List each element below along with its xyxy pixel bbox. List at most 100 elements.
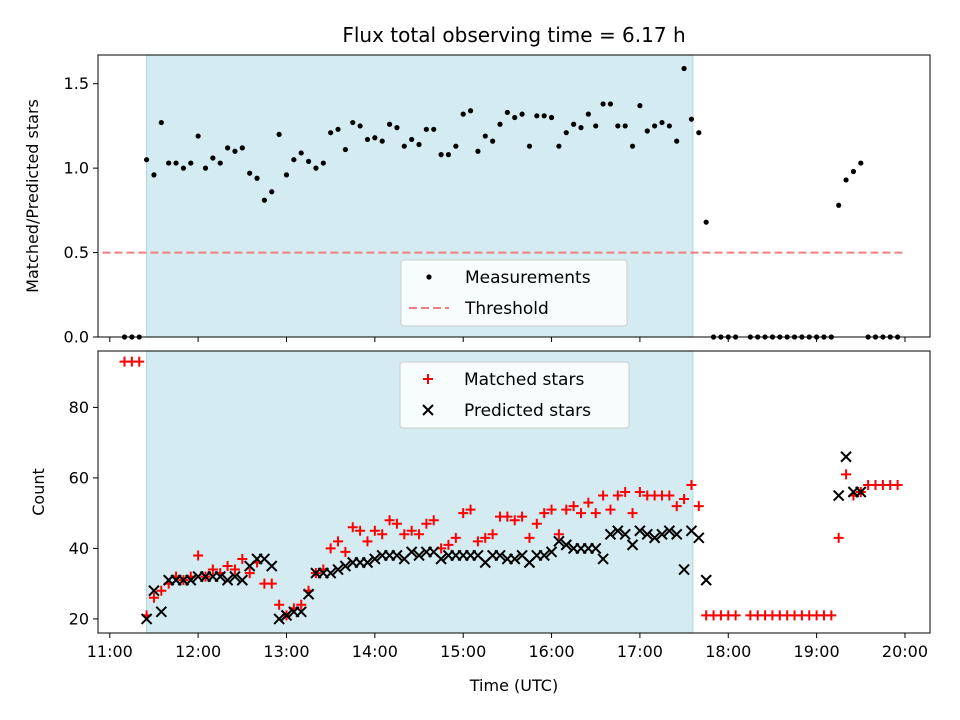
predicted-point [391,549,403,562]
measurement-point [232,148,238,154]
matched-point [620,487,631,497]
measurement-point [335,126,341,132]
matched-point [148,592,159,603]
matched-point [362,536,373,547]
matched-point [274,599,285,610]
predicted-point [221,574,234,586]
measurement-point [652,123,658,129]
x-tick-label: 20:00 [882,642,928,661]
matched-point [156,585,167,596]
predicted-point [553,535,565,548]
predicted-point [597,553,609,565]
predicted-point [656,528,668,541]
matched-point [325,543,336,554]
measurement-point [364,136,371,143]
measurement-point [269,189,275,195]
matched-point [391,518,402,529]
measurement-point [482,133,488,139]
measurement-point [379,138,385,144]
matched-point [679,494,690,505]
predicted-point [155,606,168,618]
matched-point [546,504,557,515]
predicted-point [612,525,624,537]
x-tick-label: 17:00 [617,642,663,661]
predicted-point [302,588,315,600]
matched-point [686,479,697,490]
measurement-point [298,150,304,156]
predicted-point [626,539,639,551]
measurement-point [504,109,510,116]
measurement-point [548,114,555,121]
measurement-point [703,219,709,225]
matched-point [340,546,351,557]
matched-point [347,522,358,533]
measurement-point [585,111,591,117]
measurement-point [276,131,282,137]
matched-point [568,501,579,512]
y-axis-label: Count [29,468,48,516]
predicted-point [855,486,867,498]
measurement-point [143,157,150,163]
measurement-point [512,114,518,121]
matched-point [539,508,550,519]
matched-point [634,487,645,497]
matched-point [730,610,741,621]
x-tick-label: 19:00 [794,642,840,661]
matched-point [553,529,564,540]
legend: Matched stars Predicted stars [399,361,630,429]
matched-point [487,529,498,540]
predicted-point [509,553,521,565]
matched-point [384,515,395,526]
measurement-point [615,123,621,129]
predicted-point [590,542,602,555]
measurement-point [210,155,216,161]
predicted-point [339,560,352,572]
legend-marker-measurements [426,274,432,280]
x-tick-label: 16:00 [528,642,574,661]
matched-point [524,532,535,543]
measurement-point [836,202,842,208]
predicted-point [266,560,278,572]
predicted-point [648,532,661,544]
measurement-point [843,177,849,183]
matched-point [266,578,277,589]
matched-point [561,504,572,515]
predicted-point [435,553,447,565]
measurement-point [563,130,569,136]
predicted-point [295,606,307,618]
matched-point [377,529,388,540]
measurement-point [283,172,290,178]
predicted-point [413,549,425,562]
measurement-point [313,165,319,171]
measurement-point [497,121,503,127]
matched-point [598,490,609,501]
predicted-point [361,556,374,569]
matched-point [207,564,218,575]
predicted-point [671,528,683,541]
predicted-point [229,570,241,583]
chart-title: Flux total observing time = 6.17 h [342,23,685,47]
predicted-point [494,549,506,562]
measurement-point [320,160,326,166]
measurement-point [239,145,245,151]
x-tick-label: 12:00 [175,642,221,661]
measurement-point [151,172,157,178]
predicted-point [678,563,690,576]
measurement-point [328,130,334,136]
measurement-point [688,116,695,122]
x-tick-label: 13:00 [263,642,309,661]
measurement-point [534,113,540,119]
legend-marker-matched [423,374,433,384]
matched-point [892,479,903,490]
matched-point [671,501,682,512]
measurement-point [644,128,650,134]
measurement-point [195,133,201,139]
matched-point [583,497,594,508]
matched-point [222,561,233,572]
measurement-point [460,111,466,117]
measurement-point [350,119,356,126]
measurement-point [467,108,474,114]
predicted-point [641,528,653,541]
matched-point [826,610,837,621]
